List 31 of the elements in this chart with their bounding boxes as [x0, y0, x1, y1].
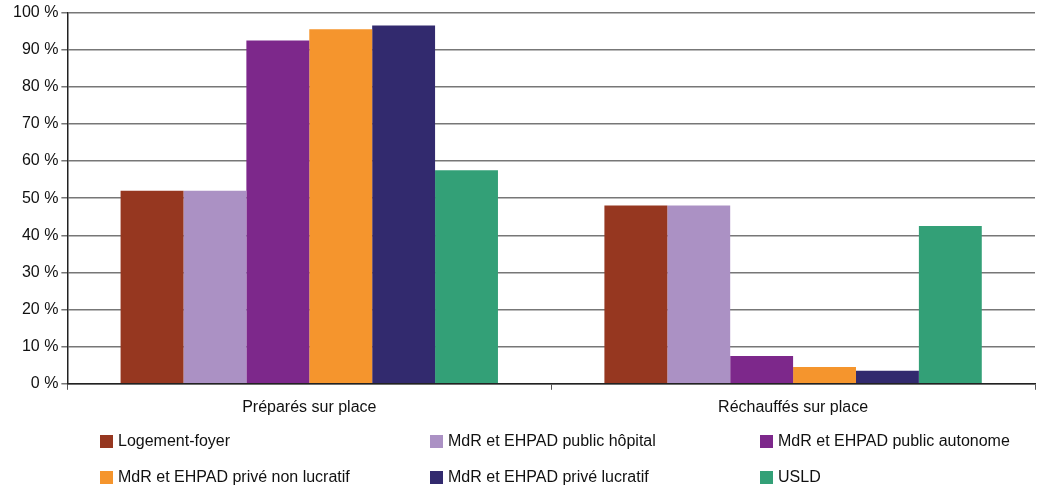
legend-label: MdR et EHPAD public hôpital — [448, 432, 656, 450]
legend-label: USLD — [778, 468, 821, 486]
bar — [309, 29, 373, 384]
y-tick-label: 0 % — [30, 374, 59, 392]
bar — [918, 226, 982, 384]
y-tick-label: 10 % — [21, 337, 59, 355]
bar — [246, 40, 310, 384]
bar — [855, 370, 919, 384]
bar — [183, 190, 247, 384]
bar — [730, 355, 794, 384]
bar — [120, 190, 184, 384]
legend-label: MdR et EHPAD privé lucratif — [448, 468, 649, 486]
y-tick-label: 100 % — [12, 3, 59, 21]
x-tick-label: Préparés sur place — [242, 397, 377, 415]
y-tick-label: 40 % — [21, 225, 59, 243]
legend-label: MdR et EHPAD privé non lucratif — [118, 468, 350, 486]
y-tick-label: 80 % — [21, 77, 59, 95]
y-tick-label: 30 % — [21, 262, 59, 280]
bar — [372, 25, 436, 384]
y-tick-label: 60 % — [21, 151, 59, 169]
legend-label: MdR et EHPAD public autonome — [778, 432, 1010, 450]
bar — [667, 205, 731, 384]
legend-label: Logement-foyer — [118, 432, 231, 450]
bar — [604, 205, 668, 384]
bar — [793, 367, 856, 384]
y-tick-label: 20 % — [21, 299, 59, 317]
y-tick-label: 70 % — [21, 114, 59, 132]
y-tick-label: 50 % — [21, 188, 59, 206]
bar — [435, 170, 498, 384]
x-tick-label: Réchauffés sur place — [718, 397, 869, 415]
y-tick-label: 90 % — [21, 40, 59, 58]
